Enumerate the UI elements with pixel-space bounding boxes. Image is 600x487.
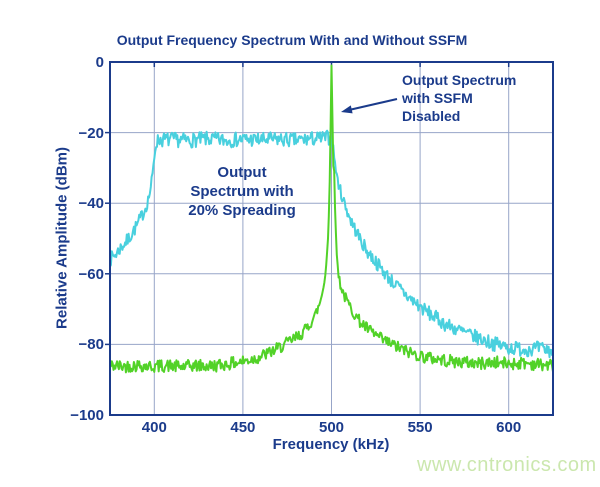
y-tick-label: −20 (78, 124, 104, 142)
watermark-text: www.cntronics.com (417, 454, 597, 476)
x-tick-label: 550 (407, 419, 433, 436)
x-tick-label: 500 (318, 419, 345, 436)
trace-ssfm-disabled (110, 64, 553, 374)
y-tick-label: 0 (95, 54, 104, 71)
chart-title: Output Frequency Spectrum With and Witho… (116, 32, 468, 48)
x-tick-label: 400 (141, 419, 167, 436)
annotation-20pct-spreading: Output Spectrum with 20% Spreading (188, 164, 296, 219)
y-axis-label: Relative Amplitude (dBm) (53, 147, 71, 329)
plot-frame (109, 61, 554, 416)
annotation-arrow-line (348, 98, 398, 111)
y-tick-label: −80 (78, 336, 104, 354)
x-axis-label: Frequency (kHz) (272, 436, 390, 453)
annotation-arrow-head (341, 105, 353, 114)
y-tick-label: −60 (78, 265, 104, 283)
x-tick-label: 450 (230, 419, 256, 436)
trace-20pct-spreading (110, 129, 553, 359)
y-tick-label: −100 (70, 407, 104, 424)
annotation-ssfm-disabled: Output Spectrum with SSFM Disabled (402, 72, 517, 124)
x-tick-label: 600 (496, 419, 522, 436)
y-tick-label: −40 (78, 195, 104, 213)
